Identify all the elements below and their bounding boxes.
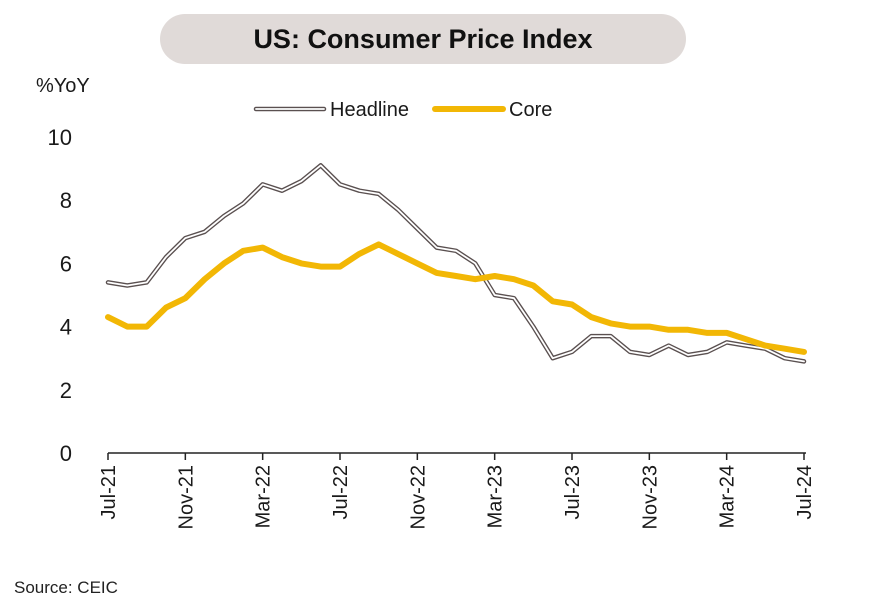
y-tick-label: 6 xyxy=(60,251,72,276)
y-tick-label: 2 xyxy=(60,378,72,403)
source-note: Source: CEIC xyxy=(14,578,118,597)
x-tick-label: Jul-24 xyxy=(794,465,816,519)
legend-headline-label: Headline xyxy=(330,99,409,121)
x-tick-label: Nov-21 xyxy=(175,465,197,529)
x-tick-label: Jul-22 xyxy=(330,465,352,519)
x-tick-label: Mar-23 xyxy=(485,465,507,528)
x-tick-label: Jul-23 xyxy=(562,465,584,519)
chart-title: US: Consumer Price Index xyxy=(253,23,593,54)
x-tick-label: Jul-21 xyxy=(98,465,120,519)
y-tick-label: 10 xyxy=(48,125,72,150)
x-tick-label: Mar-22 xyxy=(253,465,275,528)
y-tick-label: 8 xyxy=(60,188,72,213)
x-tick-label: Mar-24 xyxy=(717,465,739,528)
x-tick-label: Nov-22 xyxy=(407,465,429,529)
y-tick-label: 0 xyxy=(60,441,72,466)
y-tick-label: 4 xyxy=(60,315,72,340)
core-series-line xyxy=(105,241,807,355)
legend-core-label: Core xyxy=(509,99,552,121)
x-tick-label: Nov-23 xyxy=(639,465,661,529)
headline-series-line xyxy=(107,164,805,363)
y-axis-label: %YoY xyxy=(36,75,90,97)
chart-title-pill: US: Consumer Price Index xyxy=(160,14,686,64)
